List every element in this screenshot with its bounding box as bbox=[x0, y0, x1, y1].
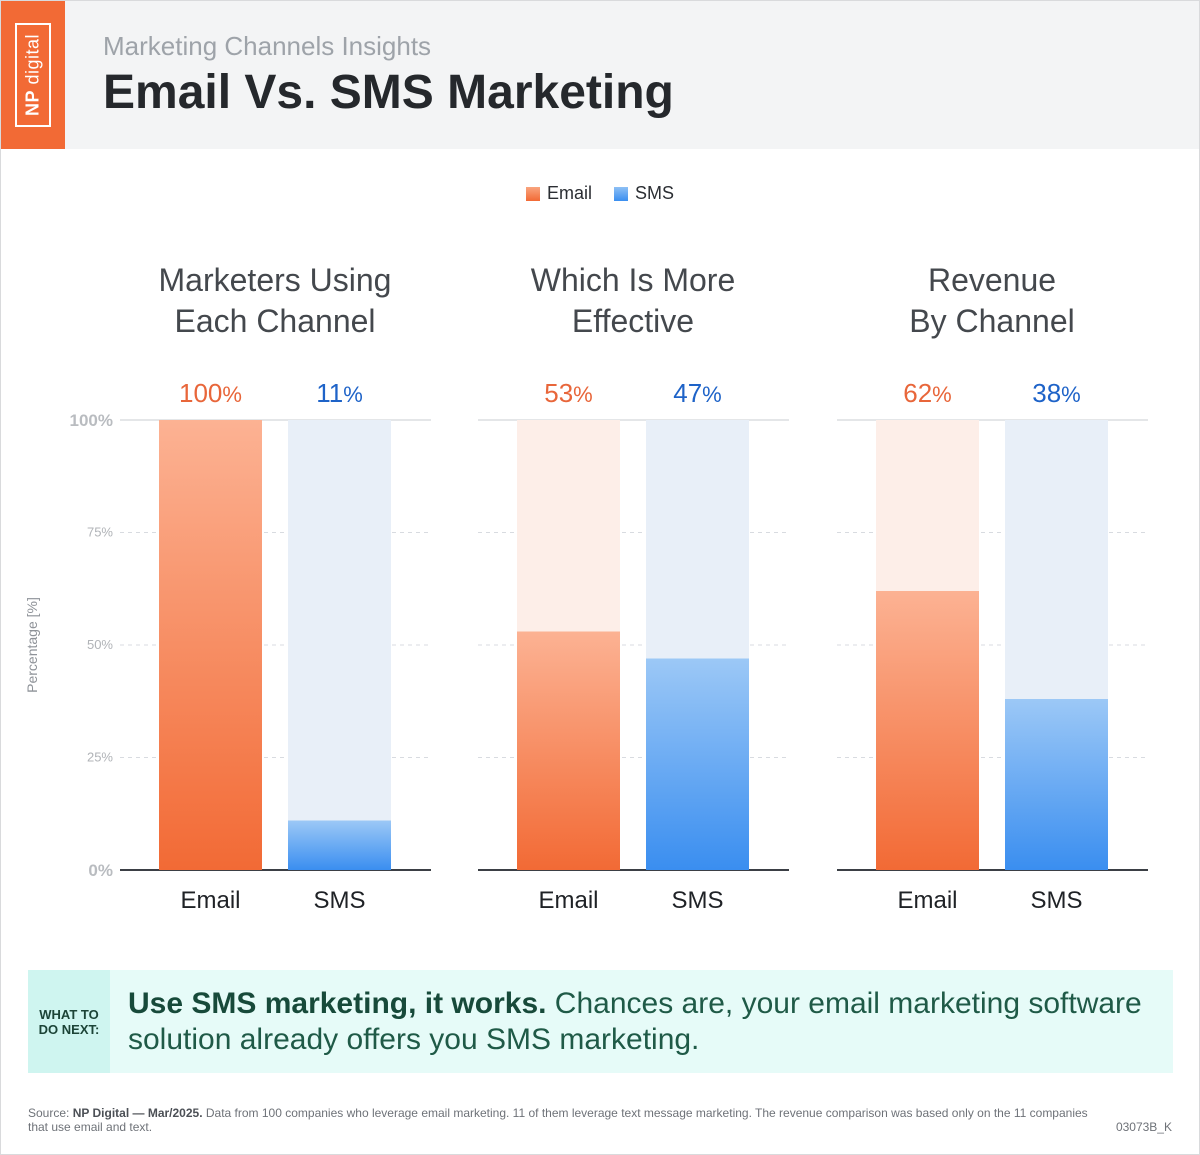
data-label: 53% bbox=[544, 378, 592, 408]
cta-text: Use SMS marketing, it works. Chances are… bbox=[128, 986, 1158, 1058]
cta-body: Chances are, your email marketing softwa… bbox=[128, 987, 1142, 1056]
legend-item-sms: SMS bbox=[614, 183, 674, 204]
source-prefix: Source: bbox=[28, 1106, 73, 1120]
logo-border bbox=[15, 23, 51, 127]
x-category-label: SMS bbox=[1030, 887, 1082, 914]
page-title: Email Vs. SMS Marketing bbox=[103, 66, 674, 119]
legend-swatch-sms bbox=[614, 186, 628, 201]
y-tick-label: 0% bbox=[88, 861, 113, 880]
legend-label-sms: SMS bbox=[635, 183, 675, 203]
panel-title-line: Each Channel bbox=[174, 303, 376, 339]
data-label: 62% bbox=[903, 378, 951, 408]
what-to-do-next-box: WHAT TO DO NEXT: Use SMS marketing, it wo… bbox=[28, 970, 1173, 1073]
bar-email bbox=[517, 631, 620, 870]
bar-sms bbox=[646, 658, 749, 870]
panel-title-line: Effective bbox=[571, 303, 695, 339]
x-category-label: Email bbox=[180, 887, 240, 914]
x-category-label: SMS bbox=[671, 887, 723, 914]
chart-legend: Email SMS bbox=[0, 183, 1200, 204]
x-category-label: Email bbox=[538, 887, 598, 914]
data-label: 38% bbox=[1032, 378, 1080, 408]
data-label: 11% bbox=[316, 378, 363, 408]
x-category-label: Email bbox=[897, 887, 957, 914]
panel-title-line: Which Is More bbox=[530, 262, 736, 298]
source-text: Data from 100 companies who leverage ema… bbox=[28, 1106, 1088, 1134]
data-label: 47% bbox=[673, 378, 721, 408]
panel-title-revenue: Revenue By Channel bbox=[842, 260, 1142, 342]
panel-title-marketers: Marketers Using Each Channel bbox=[125, 260, 425, 342]
bar-sms bbox=[1005, 699, 1108, 870]
bar-sms bbox=[288, 820, 391, 870]
source-footer: Source: NP Digital — Mar/2025. Data from… bbox=[28, 1106, 1098, 1134]
panel-title-effective: Which Is More Effective bbox=[483, 260, 783, 342]
source-name: NP Digital — Mar/2025. bbox=[72, 1106, 203, 1120]
data-label: 100% bbox=[179, 378, 242, 408]
panel-title-line: Revenue bbox=[927, 262, 1057, 298]
cta-label-line: DO NEXT: bbox=[38, 1021, 100, 1037]
y-tick-label: 75% bbox=[87, 525, 113, 540]
bar-email bbox=[876, 591, 979, 870]
legend-swatch-email bbox=[525, 186, 540, 201]
bar-chart: 0% 25% 50% 75% 100% 100% Email 11% SMS 53% Email 4… bbox=[70, 378, 1148, 914]
bar-email bbox=[159, 420, 262, 870]
y-tick-label: 100% bbox=[70, 411, 113, 430]
infographic-code: 03073B_K bbox=[1115, 1120, 1172, 1134]
cta-label-line: WHAT TO bbox=[39, 1006, 99, 1022]
y-tick-label: 25% bbox=[87, 750, 113, 765]
y-tick-label: 50% bbox=[87, 637, 113, 652]
panel-title-line: By Channel bbox=[909, 303, 1075, 339]
np-digital-logo: NP digital bbox=[1, 1, 65, 149]
bar-track-sms bbox=[288, 420, 391, 870]
legend-item-email: Email bbox=[525, 183, 592, 204]
panel-title-line: Marketers Using bbox=[158, 262, 392, 298]
header: NP digital Marketing Channels Insights E… bbox=[1, 1, 1199, 149]
x-category-label: SMS bbox=[313, 887, 365, 914]
cta-label: WHAT TO DO NEXT: bbox=[28, 970, 110, 1073]
page-subtitle: Marketing Channels Insights bbox=[103, 31, 432, 61]
cta-headline: Use SMS marketing, it works. bbox=[128, 987, 547, 1020]
legend-label-email: Email bbox=[546, 183, 592, 203]
